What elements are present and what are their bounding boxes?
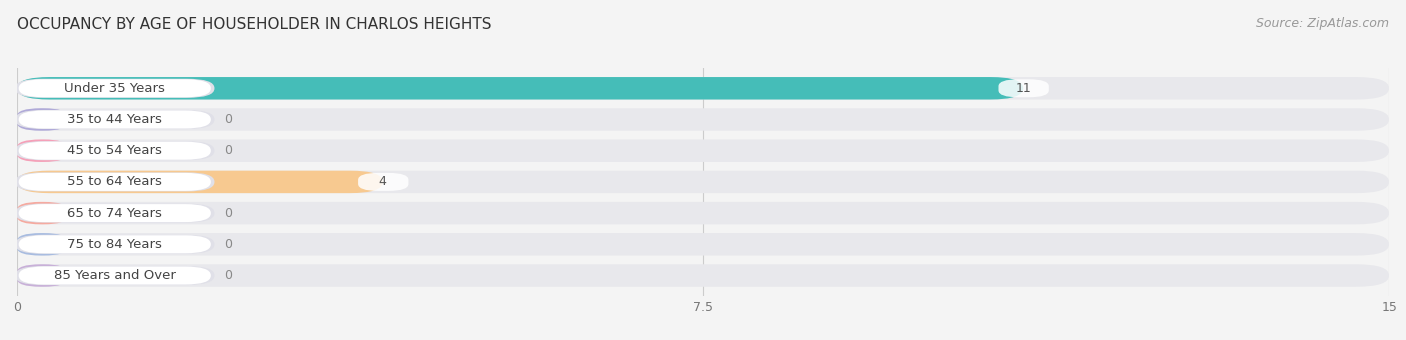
Text: 55 to 64 Years: 55 to 64 Years [67, 175, 162, 188]
Text: 45 to 54 Years: 45 to 54 Years [67, 144, 162, 157]
Text: 85 Years and Over: 85 Years and Over [53, 269, 176, 282]
FancyBboxPatch shape [17, 139, 67, 162]
FancyBboxPatch shape [17, 108, 67, 131]
FancyBboxPatch shape [17, 233, 67, 256]
Text: 65 to 74 Years: 65 to 74 Years [67, 207, 162, 220]
FancyBboxPatch shape [17, 202, 67, 224]
FancyBboxPatch shape [18, 79, 211, 97]
FancyBboxPatch shape [17, 171, 1389, 193]
Text: 35 to 44 Years: 35 to 44 Years [67, 113, 162, 126]
FancyBboxPatch shape [18, 204, 211, 222]
FancyBboxPatch shape [17, 77, 1389, 100]
FancyBboxPatch shape [17, 202, 1389, 224]
Text: 11: 11 [1015, 82, 1031, 95]
FancyBboxPatch shape [18, 267, 211, 285]
FancyBboxPatch shape [17, 171, 382, 193]
FancyBboxPatch shape [17, 264, 1389, 287]
Text: 0: 0 [225, 207, 232, 220]
Text: 0: 0 [225, 238, 232, 251]
Text: 0: 0 [225, 144, 232, 157]
FancyBboxPatch shape [17, 233, 1389, 256]
Text: 4: 4 [378, 175, 387, 188]
FancyBboxPatch shape [17, 77, 1024, 100]
FancyBboxPatch shape [18, 173, 211, 191]
Text: 0: 0 [225, 113, 232, 126]
FancyBboxPatch shape [15, 204, 215, 223]
FancyBboxPatch shape [15, 141, 215, 160]
FancyBboxPatch shape [998, 79, 1049, 97]
Text: OCCUPANCY BY AGE OF HOUSEHOLDER IN CHARLOS HEIGHTS: OCCUPANCY BY AGE OF HOUSEHOLDER IN CHARL… [17, 17, 491, 32]
FancyBboxPatch shape [359, 173, 408, 191]
FancyBboxPatch shape [17, 108, 1389, 131]
FancyBboxPatch shape [15, 235, 215, 254]
Text: 0: 0 [225, 269, 232, 282]
FancyBboxPatch shape [15, 172, 215, 191]
FancyBboxPatch shape [17, 264, 67, 287]
FancyBboxPatch shape [15, 79, 215, 98]
Text: Source: ZipAtlas.com: Source: ZipAtlas.com [1256, 17, 1389, 30]
FancyBboxPatch shape [15, 110, 215, 129]
FancyBboxPatch shape [18, 110, 211, 129]
FancyBboxPatch shape [17, 139, 1389, 162]
FancyBboxPatch shape [15, 266, 215, 285]
Text: Under 35 Years: Under 35 Years [65, 82, 165, 95]
FancyBboxPatch shape [18, 235, 211, 253]
FancyBboxPatch shape [18, 142, 211, 160]
Text: 75 to 84 Years: 75 to 84 Years [67, 238, 162, 251]
